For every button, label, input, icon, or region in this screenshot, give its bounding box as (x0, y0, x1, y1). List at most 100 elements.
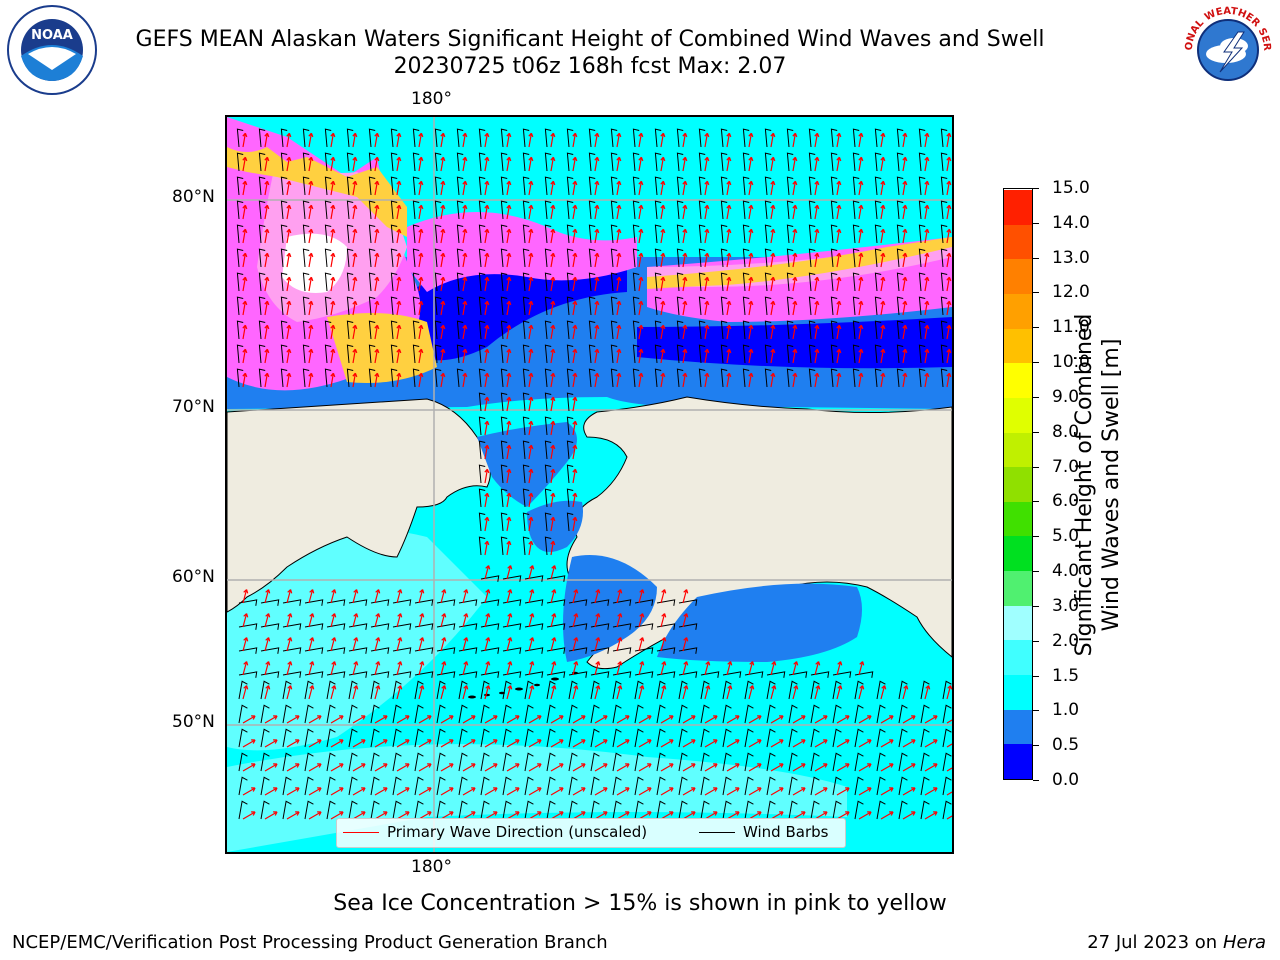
wave-direction-arrow (242, 228, 248, 244)
wind-barb (940, 128, 948, 148)
wave-direction-arrow (330, 787, 344, 796)
wave-direction-arrow (484, 589, 491, 604)
wind-barb (522, 368, 530, 388)
wind-barb (744, 728, 754, 748)
wave-direction-arrow (770, 763, 784, 772)
wave-direction-arrow (506, 661, 513, 676)
colorbar-tick-mark (1033, 222, 1039, 224)
wind-barb (348, 623, 368, 630)
wind-barb (568, 623, 588, 630)
colorbar-tick-mark (1033, 327, 1039, 329)
wind-barb (874, 128, 882, 148)
wave-direction-arrow (682, 661, 689, 676)
wind-barb (742, 344, 750, 364)
nws-logo: NATIONAL WEATHER SERVICE (1176, 0, 1274, 96)
wave-direction-arrow (462, 324, 468, 340)
wave-direction-arrow (858, 156, 864, 172)
wind-barb (326, 680, 336, 700)
wave-direction-arrow (396, 276, 402, 292)
wave-direction-arrow (308, 156, 314, 172)
wind-barb (612, 623, 632, 630)
lat-label-50: 50°N (172, 712, 215, 732)
wave-direction-arrow (836, 204, 842, 220)
wind-barb (522, 248, 530, 268)
wave-direction-arrow (704, 300, 710, 316)
wave-direction-arrow (660, 372, 666, 388)
wave-direction-arrow (484, 204, 490, 220)
wind-barb (678, 728, 688, 748)
wave-direction-arrow (638, 228, 644, 244)
wave-direction-arrow (330, 252, 336, 268)
wind-barb (764, 200, 772, 220)
wave-direction-arrow (242, 372, 248, 388)
wave-direction-arrow (946, 132, 952, 148)
wave-direction-arrow (616, 300, 622, 316)
wind-barb (590, 671, 610, 678)
wind-barb (236, 272, 244, 292)
wave-direction-arrow (924, 252, 930, 268)
wave-direction-arrow (242, 637, 249, 652)
wind-barb (896, 344, 904, 364)
wind-barb (612, 728, 622, 748)
wave-direction-arrow (484, 685, 491, 700)
wave-direction-arrow (946, 180, 952, 196)
wave-direction-arrow (902, 228, 908, 244)
wave-direction-arrow (682, 300, 688, 316)
wind-barb (500, 224, 508, 244)
wave-direction-arrow (726, 228, 732, 244)
wind-barb (412, 272, 420, 292)
wind-barb (238, 728, 248, 748)
wind-barb (478, 440, 486, 460)
wind-barb (656, 800, 666, 820)
colorbar-tick-mark (1033, 675, 1039, 677)
wave-direction-arrow (880, 811, 894, 820)
map-canvas (227, 117, 952, 852)
wind-barb (918, 248, 926, 268)
wind-barb (304, 776, 314, 796)
wave-direction-arrow (572, 276, 578, 292)
wave-direction-arrow (902, 276, 908, 292)
wind-barb (720, 224, 728, 244)
wave-direction-arrow (726, 300, 732, 316)
wave-direction-arrow (858, 180, 864, 196)
wind-barb (632, 152, 640, 172)
wind-barb (546, 599, 566, 606)
wave-direction-arrow (726, 204, 732, 220)
colorbar-tick-mark (1033, 780, 1039, 781)
wave-direction-arrow (264, 204, 270, 220)
wave-direction-arrow (286, 811, 300, 820)
wave-direction-arrow (682, 811, 696, 820)
wind-barb (852, 128, 860, 148)
wind-barb (258, 344, 266, 364)
wind-barb (326, 776, 336, 796)
wind-barb (676, 248, 684, 268)
wave-direction-arrow (396, 787, 410, 796)
wave-direction-arrow (484, 540, 490, 556)
wind-barb (392, 671, 412, 678)
wave-direction-arrow (836, 132, 842, 148)
wave-direction-arrow (572, 589, 579, 604)
wave-direction-arrow (616, 739, 630, 748)
wind-barb (852, 176, 860, 196)
wind-barb (720, 200, 728, 220)
wave-direction-arrow (836, 300, 842, 316)
wind-barb (524, 671, 544, 678)
wind-barb (480, 776, 490, 796)
wave-direction-arrow (638, 372, 644, 388)
wave-direction-arrow (374, 252, 380, 268)
wave-direction-arrow (902, 811, 916, 820)
wave-direction-arrow (528, 715, 542, 724)
wind-barb (346, 248, 354, 268)
colorbar-tick-label: 1.5 (1052, 665, 1080, 686)
wave-direction-arrow (836, 811, 850, 820)
wave-direction-arrow (836, 156, 842, 172)
wind-barb (568, 800, 578, 820)
wind-barb (434, 320, 442, 340)
wave-direction-arrow (440, 132, 446, 148)
wind-barb (458, 680, 468, 700)
wave-direction-arrow (462, 685, 469, 700)
wind-barb (478, 176, 486, 196)
wind-barb (434, 224, 442, 244)
wave-direction-arrow (902, 739, 916, 748)
wind-barb (280, 296, 288, 316)
